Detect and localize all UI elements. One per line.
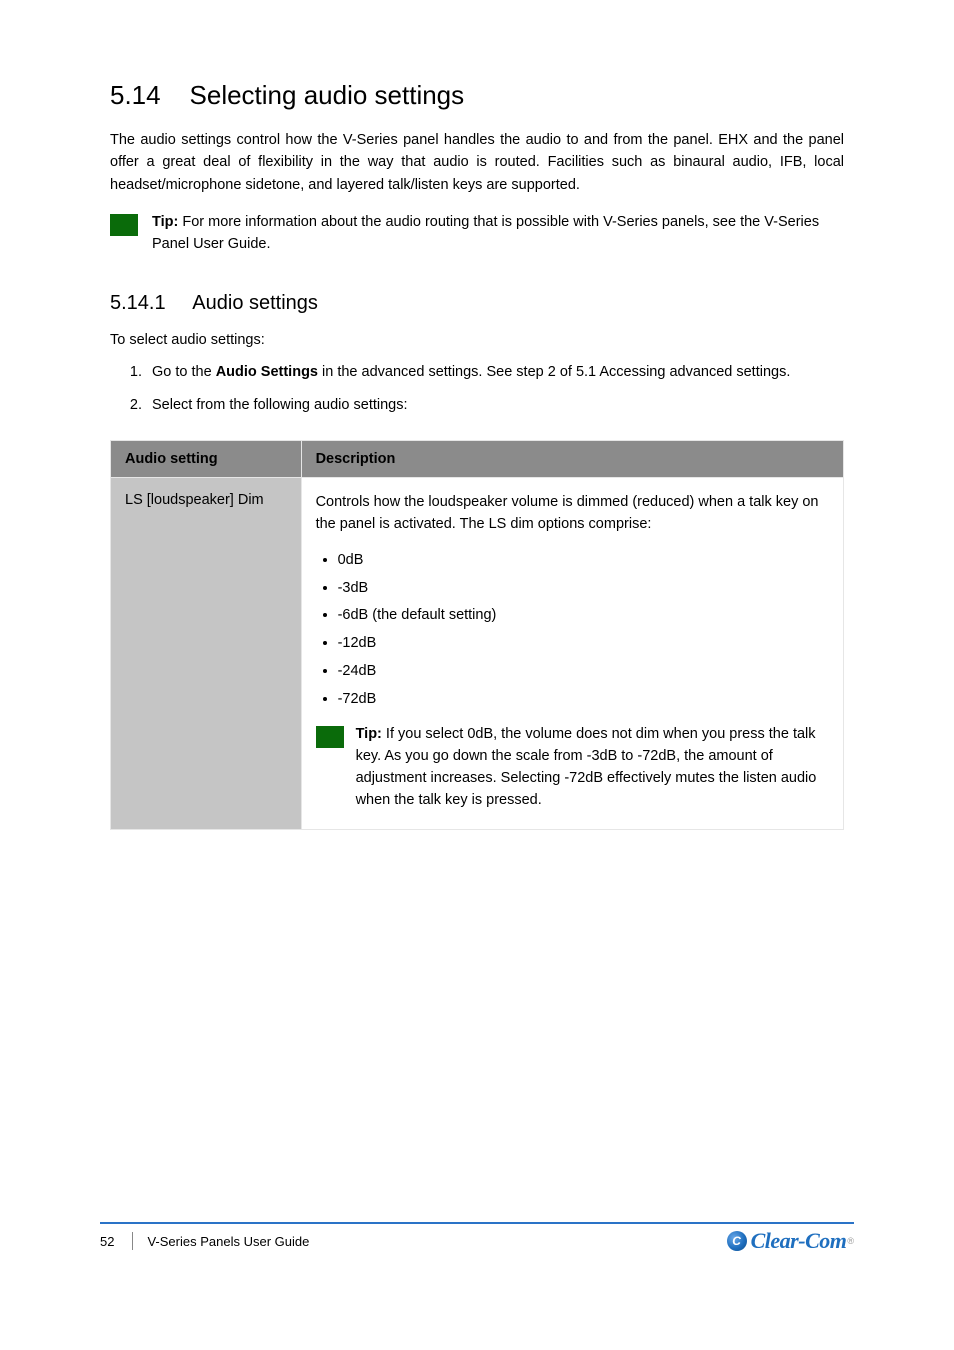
logo-badge-icon: C: [727, 1231, 747, 1251]
brand-logo: C Clear-Com®: [727, 1228, 854, 1254]
step-bold: Audio Settings: [216, 364, 318, 380]
select-line: To select audio settings:: [110, 329, 844, 351]
list-item: Go to the Audio Settings in the advanced…: [146, 361, 844, 383]
col-header-setting: Audio setting: [111, 441, 302, 478]
brand-name: Clear-Com: [751, 1228, 847, 1254]
list-item: 0dB: [338, 550, 829, 572]
tip-label: Tip:: [152, 214, 178, 230]
step-post: in the advanced settings. See step 2 of …: [318, 364, 790, 380]
desc-intro: Controls how the loudspeaker volume is d…: [316, 492, 829, 536]
setting-description: Controls how the loudspeaker volume is d…: [301, 478, 843, 830]
col-header-description: Description: [301, 441, 843, 478]
setting-name: LS [loudspeaker] Dim: [111, 478, 302, 830]
list-item: -3dB: [338, 578, 829, 600]
tip-body: For more information about the audio rou…: [152, 214, 819, 252]
subsection-heading: 5.14.1 Audio settings: [110, 292, 844, 315]
tip-text: Tip: For more information about the audi…: [152, 212, 844, 256]
list-item: -12dB: [338, 633, 829, 655]
intro-paragraph: The audio settings control how the V-Ser…: [110, 129, 844, 196]
tip-block: Tip: For more information about the audi…: [110, 212, 844, 256]
list-item: -24dB: [338, 661, 829, 683]
inner-tip-text: Tip: If you select 0dB, the volume does …: [356, 724, 829, 811]
options-list: 0dB -3dB -6dB (the default setting) -12d…: [338, 550, 829, 711]
inner-tip: Tip: If you select 0dB, the volume does …: [316, 724, 829, 811]
registered-mark: ®: [847, 1236, 854, 1246]
audio-settings-table: Audio setting Description LS [loudspeake…: [110, 440, 844, 830]
steps-list: Go to the Audio Settings in the advanced…: [146, 361, 844, 416]
footer-rule: [100, 1222, 854, 1224]
step-plain: Select from the following audio settings…: [152, 397, 408, 413]
list-item: -6dB (the default setting): [338, 605, 829, 627]
footer-separator: [132, 1232, 133, 1250]
section-number: 5.14: [110, 80, 161, 110]
list-item: -72dB: [338, 689, 829, 711]
tip-icon: [110, 214, 138, 236]
page-footer: 52 V-Series Panels User Guide C Clear-Co…: [100, 1222, 854, 1254]
subsection-number: 5.14.1: [110, 292, 166, 314]
subsection-title: Audio settings: [192, 292, 318, 314]
tip-icon: [316, 726, 344, 748]
tip-body: If you select 0dB, the volume does not d…: [356, 726, 817, 807]
section-title: Selecting audio settings: [190, 80, 465, 110]
table-header-row: Audio setting Description: [111, 441, 844, 478]
step-pre: Go to the: [152, 364, 216, 380]
page-number: 52: [100, 1234, 114, 1249]
doc-title: V-Series Panels User Guide: [147, 1234, 309, 1249]
footer-left: 52 V-Series Panels User Guide: [100, 1232, 309, 1250]
logo-c-glyph: C: [732, 1234, 741, 1248]
section-heading: 5.14 Selecting audio settings: [110, 80, 844, 111]
table-row: LS [loudspeaker] Dim Controls how the lo…: [111, 478, 844, 830]
list-item: Select from the following audio settings…: [146, 394, 844, 416]
tip-label: Tip:: [356, 726, 382, 742]
